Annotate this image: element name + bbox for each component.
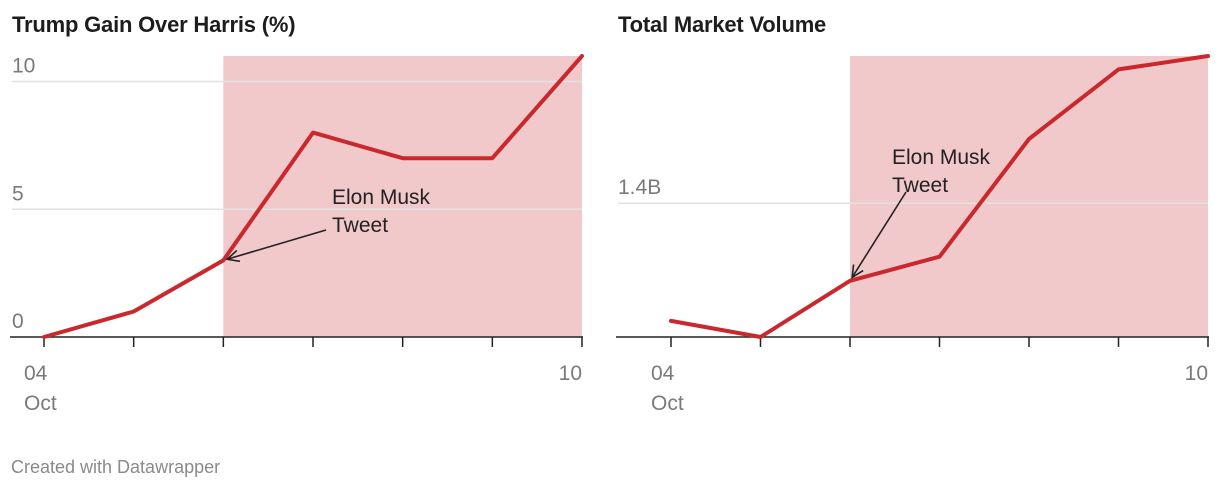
annotation-arrow (851, 191, 907, 278)
x-tick-label: Oct (24, 392, 57, 415)
y-tick-label: 5 (12, 182, 24, 205)
annotation-arrow (226, 229, 327, 260)
x-tick-label: 04 (651, 362, 675, 385)
highlight-band (223, 56, 583, 337)
series-line (42, 54, 584, 339)
x-tick-label: 10 (1185, 362, 1208, 385)
annotation-text: Tweet (332, 214, 388, 237)
chart-title-left: Trump Gain Over Harris (%) (12, 12, 296, 37)
y-tick-label: 10 (12, 55, 35, 78)
annotation-text: Elon Musk (332, 186, 431, 209)
annotation-text: Elon Musk (892, 146, 991, 169)
y-tick-label: 0 (12, 310, 24, 333)
highlight-band (850, 56, 1208, 337)
chart-title-right: Total Market Volume (618, 12, 827, 37)
annotation-text: Tweet (892, 174, 948, 197)
annotation-arrowhead (851, 264, 864, 279)
credit-footer: Created with Datawrapper (11, 457, 221, 477)
annotation-arrowhead (225, 249, 241, 263)
series-line (669, 54, 1210, 339)
x-tick-label: Oct (651, 392, 684, 415)
y-tick-label: 1.4B (618, 176, 661, 199)
x-tick-label: 10 (559, 362, 582, 385)
x-tick-label: 04 (24, 362, 48, 385)
